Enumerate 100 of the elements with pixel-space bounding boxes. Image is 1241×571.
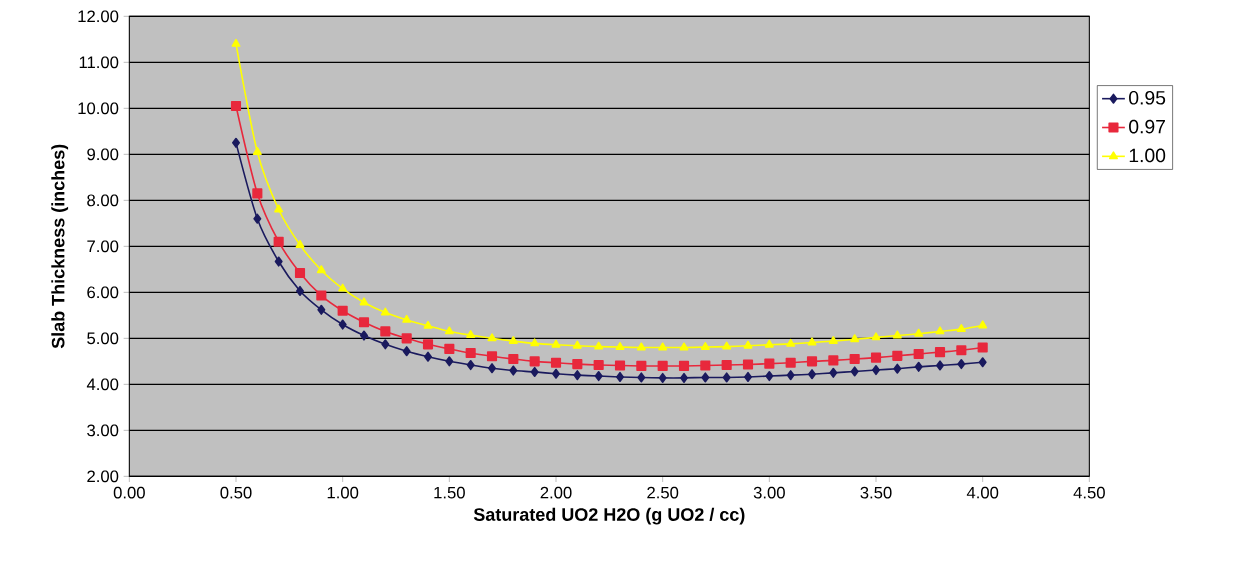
- point: [380, 326, 391, 337]
- point: [594, 370, 603, 382]
- point: [914, 328, 924, 337]
- point: [252, 188, 263, 199]
- point: [636, 360, 647, 371]
- y-tick-label: 7.00: [87, 240, 119, 253]
- point: [424, 351, 433, 362]
- x-tick-label: 4.00: [966, 486, 999, 499]
- point: [593, 359, 604, 371]
- point: [871, 332, 881, 341]
- y-tick-label: 8.00: [87, 194, 119, 207]
- point: [273, 236, 284, 247]
- x-tick-label: 1.50: [434, 486, 465, 499]
- point: [700, 360, 711, 371]
- point: [252, 146, 262, 155]
- point: [764, 358, 775, 369]
- point: [402, 346, 411, 357]
- point: [828, 355, 839, 366]
- point: [701, 372, 710, 383]
- point: [274, 256, 283, 267]
- point: [850, 366, 859, 377]
- point: [466, 359, 475, 371]
- point: [636, 342, 646, 351]
- point: [785, 357, 796, 368]
- point: [614, 360, 626, 371]
- point: [594, 341, 604, 350]
- point: [957, 359, 966, 370]
- point: [657, 360, 668, 371]
- point: [274, 204, 284, 213]
- point: [680, 372, 688, 383]
- point: [232, 137, 240, 148]
- point: [850, 334, 860, 343]
- point: [978, 320, 988, 329]
- point: [934, 347, 946, 358]
- point: [892, 330, 902, 339]
- point: [765, 370, 774, 382]
- x-tick-label: 4.50: [1073, 486, 1105, 499]
- legend-label: 1.00: [1129, 148, 1166, 163]
- point: [465, 347, 476, 359]
- point: [572, 340, 582, 349]
- point: [615, 342, 625, 351]
- point: [573, 370, 582, 381]
- point: [742, 359, 754, 370]
- point: [786, 370, 795, 381]
- point: [338, 283, 348, 292]
- x-axis-title: Saturated UO2 H2O (g UO2 / cc): [473, 507, 745, 525]
- point: [913, 348, 924, 360]
- point: [445, 356, 454, 367]
- point: [956, 345, 967, 356]
- point: [316, 290, 327, 301]
- point: [806, 356, 818, 367]
- point: [722, 341, 732, 350]
- point: [678, 360, 690, 371]
- point: [978, 357, 987, 368]
- x-tick-label: 3.50: [860, 486, 892, 499]
- point: [722, 372, 731, 383]
- point: [743, 340, 753, 349]
- point: [936, 360, 945, 371]
- point: [914, 361, 923, 372]
- point: [317, 304, 326, 315]
- point: [616, 371, 625, 383]
- point: [358, 317, 370, 328]
- point: [444, 326, 454, 335]
- point: [551, 339, 561, 348]
- point: [935, 326, 945, 335]
- point: [956, 324, 966, 333]
- point: [253, 213, 262, 224]
- point: [658, 342, 668, 351]
- y-axis-title: Slab Thickness (inches): [51, 144, 69, 349]
- legend-label: 0.97: [1129, 119, 1165, 134]
- point: [700, 342, 710, 351]
- point: [808, 369, 817, 380]
- point: [679, 342, 689, 351]
- point: [487, 333, 497, 342]
- y-tick-label: 4.00: [86, 378, 119, 391]
- x-tick-label: 2.50: [647, 486, 679, 499]
- point: [360, 330, 368, 341]
- point: [530, 366, 539, 377]
- point: [786, 338, 796, 347]
- y-tick-label: 3.00: [87, 424, 119, 437]
- point: [870, 352, 882, 363]
- x-tick-label: 0.50: [220, 486, 252, 499]
- point: [488, 363, 497, 374]
- y-tick-label: 6.00: [87, 286, 119, 299]
- point: [572, 359, 583, 370]
- point: [828, 336, 838, 345]
- x-tick-label: 3.00: [753, 486, 785, 499]
- point: [295, 239, 305, 248]
- point: [316, 265, 326, 274]
- point: [530, 338, 540, 347]
- point: [892, 350, 903, 361]
- point: [359, 297, 369, 306]
- point: [466, 330, 476, 339]
- point: [529, 356, 540, 367]
- x-tick-label: 0.00: [113, 486, 145, 499]
- point: [829, 367, 838, 378]
- point: [872, 365, 881, 376]
- y-tick-label: 9.00: [87, 148, 119, 161]
- point: [849, 353, 860, 365]
- point: [444, 343, 455, 354]
